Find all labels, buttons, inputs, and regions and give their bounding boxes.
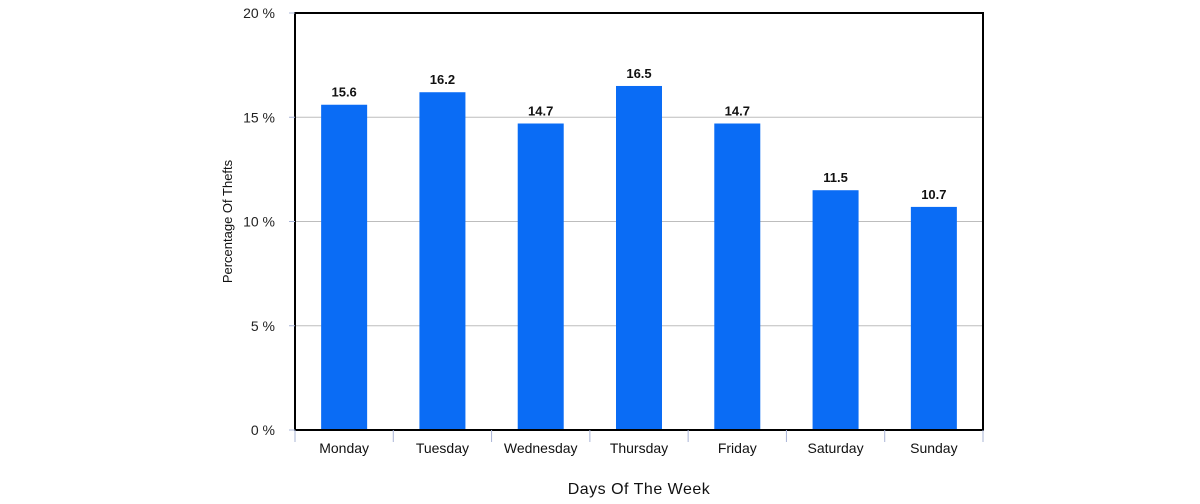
value-label: 10.7 [921,187,946,202]
value-label: 15.6 [331,85,356,100]
bar-thursday [616,85,662,430]
y-tick-label: 10 % [243,214,275,230]
y-tick-label: 0 % [251,422,275,438]
value-label: 14.7 [725,104,750,119]
axis-ticks: 0 % 5 % 10 % 15 % 20 % Monday Tuesday Wednesday… [243,5,984,456]
y-tick-label: 20 % [243,5,275,21]
value-label: 14.7 [528,104,553,119]
x-tick-label: Friday [718,440,757,456]
x-axis-title: Days Of The Week [568,481,711,498]
x-tick-label: Sunday [910,440,957,456]
y-tick-label: 5 % [251,318,275,334]
bar-wednesday [517,123,564,430]
x-tick-label: Thursday [610,440,668,456]
bar-monday [321,104,368,431]
value-label: 11.5 [823,170,848,185]
y-axis-title: Percentage Of Thefts [220,159,235,283]
bar-tuesday [419,92,466,430]
x-tick-label: Tuesday [416,440,469,456]
bar-friday [714,123,761,430]
value-labels: 15.6 16.2 14.7 16.5 14.7 11.5 10.7 [331,66,946,202]
bars [321,85,957,431]
x-tick-label: Saturday [808,440,864,456]
value-label: 16.5 [626,66,651,81]
value-label: 16.2 [430,72,455,87]
x-tick-label: Wednesday [504,440,578,456]
bar-saturday [812,190,859,430]
y-tick-label: 15 % [243,109,275,125]
x-tick-label: Monday [319,440,369,456]
bar-sunday [910,206,957,430]
